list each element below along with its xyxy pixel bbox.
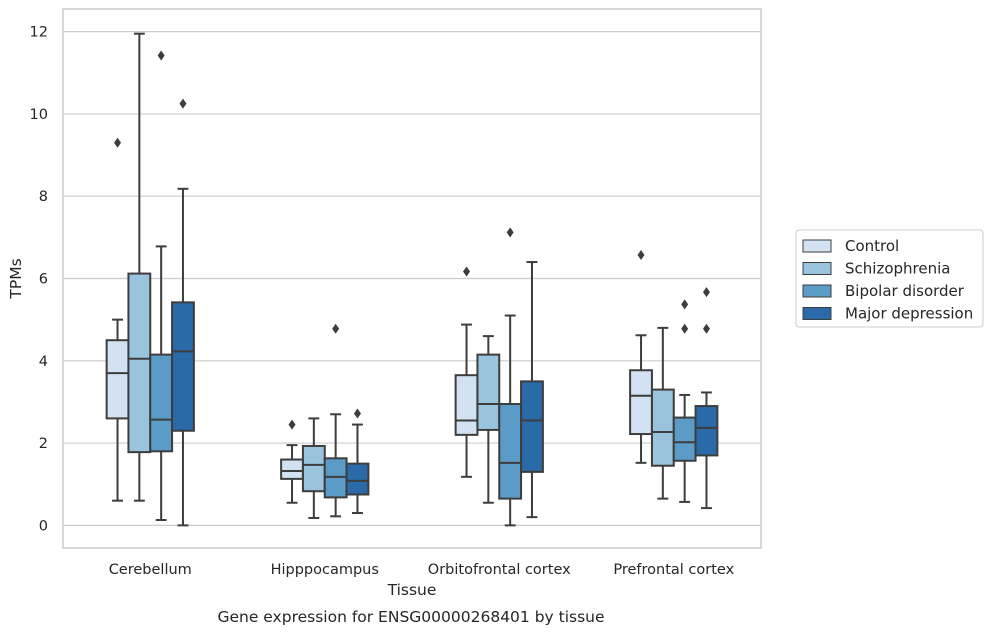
outlier-point [353, 408, 361, 419]
outlier-point [702, 323, 710, 334]
x-tick-label: Orbitofrontal cortex [428, 562, 571, 578]
box-body [105, 339, 130, 420]
box-body [345, 462, 370, 496]
box-body [323, 457, 348, 499]
box-body [454, 374, 479, 436]
box [345, 408, 370, 515]
y-tick-label: 6 [39, 272, 48, 288]
box [498, 227, 523, 527]
box [171, 98, 195, 527]
legend-swatch [802, 307, 832, 320]
box-series [105, 32, 719, 527]
legend-label: Bipolar disorder [845, 282, 965, 300]
y-tick-label: 10 [30, 107, 48, 123]
box-body [672, 416, 697, 462]
legend-swatch [802, 284, 832, 298]
box [127, 32, 152, 502]
box-body [520, 380, 544, 473]
x-axis-title: Tissue [387, 581, 437, 599]
chart-caption: Gene expression for ENSG00000268401 by t… [217, 608, 604, 626]
series-schizophrenia [127, 32, 675, 519]
box [323, 323, 348, 518]
outlier-point [157, 50, 165, 61]
legend-label: Schizophrenia [845, 260, 950, 278]
box-body [301, 444, 326, 493]
box-body [694, 405, 719, 457]
legend-frame [795, 229, 984, 328]
box-body [498, 402, 523, 500]
outlier-point [637, 250, 645, 261]
box [520, 261, 544, 519]
box [629, 250, 653, 464]
box [105, 137, 130, 502]
legend-label: Major depression [845, 305, 973, 323]
y-tick-label: 8 [39, 189, 48, 205]
outlier-point [288, 419, 296, 430]
x-tick-label: Cerebellum [109, 562, 192, 578]
y-tick-label: 12 [30, 25, 48, 41]
outlier-point [506, 227, 514, 238]
series-major-depression [171, 98, 719, 527]
legend-label: Control [845, 237, 899, 255]
x-tick-labels: Cerebellum Hipppocampus Orbitofrontal cort… [109, 562, 735, 578]
outlier-point [463, 266, 471, 277]
plot-frame [62, 8, 762, 549]
box [672, 299, 697, 503]
outlier-point [681, 299, 689, 310]
box [650, 326, 675, 500]
y-axis-title: TPMs [7, 258, 25, 299]
box-body [127, 272, 152, 454]
y-tick-label: 0 [39, 518, 48, 534]
outlier-point [114, 137, 122, 148]
box-body [629, 369, 653, 436]
y-tick-label: 2 [39, 436, 48, 452]
box-body [650, 388, 675, 467]
series-bipolar-disorder [149, 50, 697, 527]
x-tick-label: Prefrontal cortex [613, 562, 734, 578]
legend: Control Schizophrenia Bipolar disorder Majo… [795, 229, 984, 328]
box [694, 287, 719, 510]
legend-swatch [802, 262, 832, 275]
box-body [280, 458, 304, 480]
box-body [476, 353, 501, 431]
box [301, 417, 326, 519]
outlier-point [332, 323, 340, 334]
outlier-point [179, 98, 187, 109]
box [280, 419, 304, 504]
box-body [171, 301, 195, 432]
outlier-point [702, 287, 710, 298]
y-tick-labels: 0 2 4 6 8 10 12 [30, 25, 48, 535]
outlier-point [681, 323, 689, 334]
box-body [149, 353, 174, 453]
box [454, 266, 479, 478]
legend-swatch [802, 239, 832, 253]
x-tick-label: Hipppocampus [271, 562, 379, 578]
y-tick-label: 4 [39, 354, 48, 370]
box [149, 50, 174, 522]
box [476, 335, 501, 504]
